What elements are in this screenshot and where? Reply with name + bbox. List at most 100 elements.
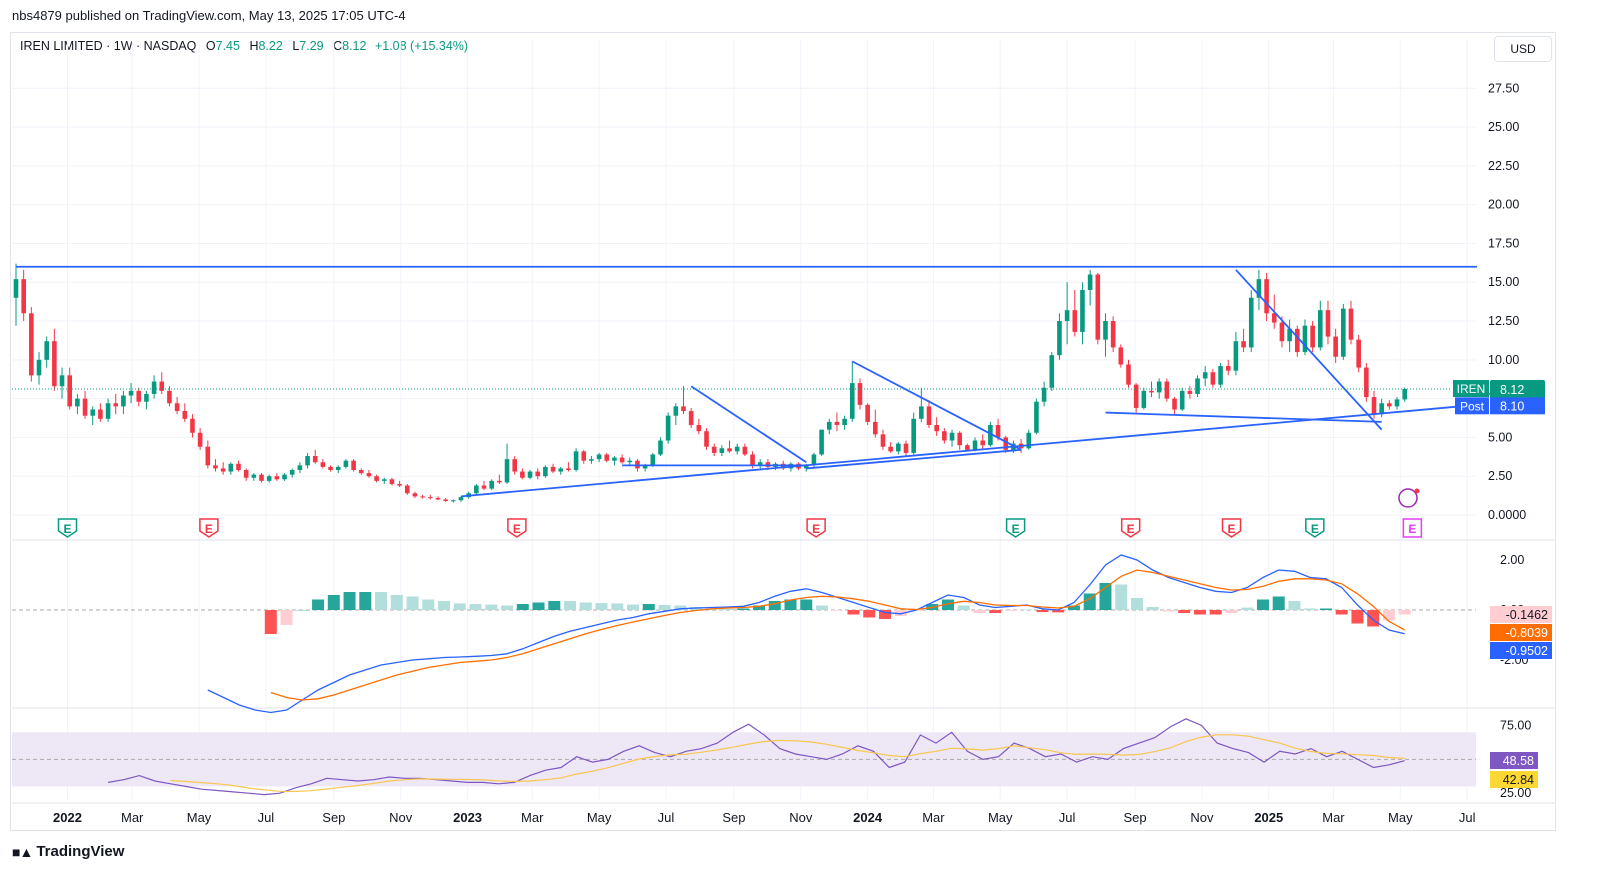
macd-histogram-bar (485, 604, 498, 610)
earnings-label: E (1408, 522, 1416, 536)
price-axis-label: 2.50 (1488, 469, 1512, 483)
candle-body (82, 398, 88, 416)
candle-body (696, 425, 702, 432)
candle-body (144, 393, 149, 402)
candle-body (320, 462, 326, 467)
macd-histogram-bar (438, 601, 451, 610)
candle-body (1402, 389, 1408, 400)
macd-histogram-bar (595, 603, 608, 610)
earnings-badge[interactable] (199, 518, 219, 538)
earnings-badge[interactable] (1120, 518, 1141, 538)
candle-body (75, 398, 80, 407)
candle-body (1233, 341, 1239, 371)
macd-value-tag: -0.1462 (1506, 608, 1548, 622)
candle-body (374, 476, 379, 481)
candle-body (1210, 372, 1216, 385)
macd-value-tag-bg (1490, 606, 1552, 623)
candle-body (243, 470, 249, 478)
candle-body (1248, 297, 1254, 348)
time-axis-label: Nov (389, 810, 413, 825)
candle-body (949, 432, 955, 441)
candle-body (681, 406, 686, 412)
candle-body (1333, 336, 1338, 357)
candle-body (1202, 372, 1208, 379)
candle-body (274, 476, 280, 480)
candle-body (412, 493, 418, 497)
tradingview-logo[interactable]: ■▲ TradingView (12, 843, 124, 860)
candle-body (297, 465, 303, 470)
currency-button[interactable]: USD (1494, 36, 1552, 62)
earnings-badge[interactable] (1005, 518, 1026, 538)
time-axis-label: 2022 (53, 810, 82, 825)
candle-body (1164, 381, 1170, 399)
macd-histogram-bar (831, 610, 844, 611)
post-tag: Post (1460, 399, 1485, 413)
macd-histogram-bar (1178, 610, 1191, 613)
candle-body (59, 375, 65, 387)
published-line: nbs4879 published on TradingView.com, Ma… (12, 8, 406, 23)
notification-dot (1414, 488, 1420, 494)
earnings-label: E (513, 522, 521, 536)
candle-body (834, 421, 840, 425)
macd-histogram-bar (1162, 610, 1175, 612)
candle-body (934, 425, 939, 432)
macd-histogram-bar (1382, 610, 1395, 621)
candle-body (259, 474, 264, 481)
earnings-badge[interactable] (1221, 518, 1242, 538)
candle-body (1294, 328, 1300, 353)
post-price-bg (1490, 397, 1545, 415)
rsi-value-bg (1490, 752, 1538, 769)
time-axis-label: 2025 (1254, 810, 1283, 825)
candle-body (826, 421, 832, 430)
earnings-label: E (812, 522, 820, 536)
post-price-value: 8.10 (1500, 399, 1524, 413)
candle-body (504, 459, 510, 483)
time-axis-label: Mar (121, 810, 144, 825)
earnings-badge[interactable] (1305, 518, 1325, 538)
earnings-badge[interactable] (806, 518, 826, 538)
trendline (806, 448, 1022, 470)
rsi-value: 48.58 (1503, 754, 1534, 768)
candle-body (358, 470, 364, 474)
candle-body (919, 406, 924, 419)
candle-body (489, 480, 494, 489)
macd-axis-label: 2.00 (1500, 553, 1524, 567)
price-axis-label: 17.50 (1488, 236, 1519, 250)
candle-body (328, 466, 333, 470)
earnings-label: E (1311, 522, 1319, 536)
earnings-badge[interactable] (1402, 518, 1423, 538)
candle-body (36, 359, 42, 376)
candle-body (182, 411, 188, 419)
candle-body (105, 403, 111, 419)
macd-histogram-bar (611, 603, 624, 610)
earnings-badge[interactable] (507, 518, 527, 538)
candle-body (995, 425, 1001, 438)
low-label: L (292, 39, 300, 53)
candle-body (428, 497, 433, 499)
earnings-marker-upcoming: E (1402, 518, 1423, 538)
candle-body (220, 468, 226, 472)
candle-body (213, 465, 218, 469)
candle-body (167, 390, 172, 404)
candle-body (1187, 390, 1193, 394)
candle-body (581, 451, 587, 461)
candle-body (1271, 313, 1277, 323)
candle-body (343, 460, 349, 467)
time-axis-label: Jul (258, 810, 275, 825)
symbol-title: IREN LIMITED · 1W · NASDAQ (20, 39, 197, 53)
macd-histogram-bar (422, 599, 435, 610)
rsi-ma-line (170, 734, 1405, 793)
candle-body (658, 440, 663, 455)
candle-body (151, 381, 157, 394)
candle-body (228, 463, 234, 472)
macd-histogram-bar (878, 610, 891, 619)
low-value: 7.29 (299, 39, 324, 53)
candle-body (266, 476, 272, 481)
candle-body (236, 463, 241, 470)
candle-body (1064, 310, 1070, 322)
candle-body (366, 473, 372, 477)
earnings-label: E (1127, 522, 1135, 536)
earnings-badge[interactable] (57, 518, 78, 538)
candle-body (550, 466, 556, 472)
